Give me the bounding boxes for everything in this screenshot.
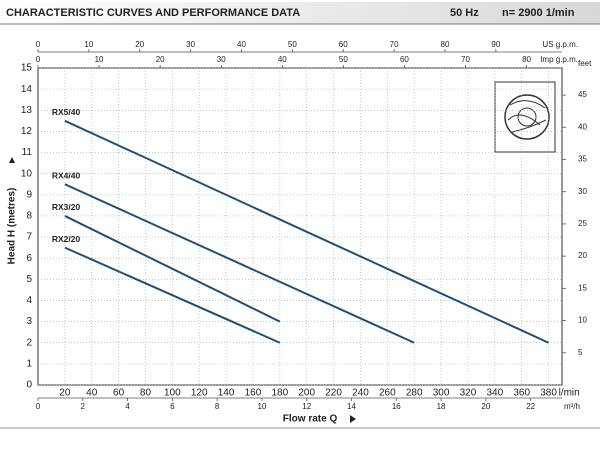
y2-tick-label: 45	[578, 90, 587, 99]
curve	[64, 246, 281, 344]
x2-tick-label: 10	[257, 402, 266, 411]
y-tick-label: 15	[21, 63, 33, 74]
chart-title: CHARACTERISTIC CURVES AND PERFORMANCE DA…	[6, 7, 300, 19]
top-tick-label: 90	[491, 40, 500, 49]
x-tick-label: 80	[140, 388, 152, 399]
top-tick-label: 30	[186, 40, 195, 49]
y2-tick-label: 35	[578, 155, 587, 164]
x-tick-label: 20	[59, 388, 71, 399]
x-unit: l/min	[559, 388, 580, 399]
x-tick-label: 260	[379, 388, 396, 399]
top-tick-label: 10	[95, 55, 104, 64]
y2-tick-label: 20	[578, 251, 587, 260]
x2-tick-label: 4	[125, 402, 130, 411]
top-axis-label: US g.p.m.	[542, 40, 578, 49]
x2-tick-label: 0	[36, 402, 41, 411]
x-tick-label: 180	[272, 388, 289, 399]
y2-tick-label: 10	[578, 316, 587, 325]
curve-label: RX3/20	[52, 202, 81, 212]
y2-tick-label: 40	[578, 122, 587, 131]
y2-axis-label: feet	[578, 59, 592, 68]
y-tick-label: 6	[26, 253, 32, 264]
y-tick-label: 1	[26, 359, 32, 370]
x-tick-label: 200	[298, 388, 315, 399]
y-tick-label: 8	[26, 211, 32, 222]
x2-tick-label: 6	[170, 402, 175, 411]
top-tick-label: 80	[522, 55, 531, 64]
top-tick-label: 50	[288, 40, 297, 49]
curve-label: RX5/40	[52, 107, 81, 117]
top-tick-label: 0	[36, 40, 41, 49]
y-tick-label: 3	[26, 316, 32, 327]
curve	[64, 215, 281, 323]
curve	[64, 119, 549, 344]
x2-tick-label: 8	[215, 402, 220, 411]
header-bar	[0, 2, 600, 24]
y-tick-label: 11	[22, 147, 33, 158]
x2-axis-label: m³/h	[564, 402, 580, 411]
x2-tick-label: 22	[526, 402, 535, 411]
x-tick-label: 240	[352, 388, 369, 399]
y-tick-label: 9	[26, 189, 32, 200]
y2-tick-label: 5	[578, 348, 583, 357]
y-tick-label: 7	[26, 232, 32, 243]
x-tick-label: 40	[86, 388, 98, 399]
x2-tick-label: 14	[347, 402, 356, 411]
top-tick-label: 50	[339, 55, 348, 64]
y-arrow	[9, 157, 15, 163]
y-tick-label: 0	[26, 380, 32, 391]
y-tick-label: 13	[21, 105, 33, 116]
top-tick-label: 40	[278, 55, 287, 64]
x-tick-label: 360	[513, 388, 530, 399]
speed: n= 2900 1/min	[502, 7, 575, 19]
y2-tick-label: 25	[578, 219, 587, 228]
y-tick-label: 14	[21, 84, 33, 95]
x-tick-label: 140	[218, 388, 235, 399]
curve	[64, 183, 415, 344]
top-tick-label: 60	[400, 55, 409, 64]
y-tick-label: 5	[26, 274, 32, 285]
top-tick-label: 10	[84, 40, 93, 49]
y2-tick-label: 15	[578, 283, 587, 292]
top-tick-label: 30	[217, 55, 226, 64]
x-tick-label: 320	[460, 388, 477, 399]
top-tick-label: 60	[339, 40, 348, 49]
x-arrow	[350, 415, 356, 423]
y-tick-label: 12	[21, 126, 33, 137]
top-tick-label: 20	[156, 55, 165, 64]
top-tick-label: 0	[36, 55, 41, 64]
x-tick-label: 340	[486, 388, 503, 399]
x-tick-label: 100	[164, 388, 181, 399]
x2-tick-label: 2	[81, 402, 86, 411]
x-tick-label: 380	[540, 388, 557, 399]
y-tick-label: 2	[26, 337, 32, 348]
y-axis-label: Head H (metres)	[7, 188, 18, 265]
x-tick-label: 120	[191, 388, 208, 399]
x2-tick-label: 16	[392, 402, 401, 411]
top-tick-label: 40	[237, 40, 246, 49]
x-axis-label: Flow rate Q	[283, 414, 338, 425]
top-axis-label: Imp g.p.m.	[540, 55, 578, 64]
y2-tick-label: 30	[578, 187, 587, 196]
y-tick-label: 4	[26, 295, 32, 306]
curve-label: RX2/20	[52, 234, 81, 244]
top-tick-label: 70	[461, 55, 470, 64]
top-tick-label: 70	[390, 40, 399, 49]
frequency: 50 Hz	[450, 7, 479, 19]
x-tick-label: 280	[406, 388, 423, 399]
x2-tick-label: 12	[302, 402, 311, 411]
x-tick-label: 160	[245, 388, 262, 399]
curve-label: RX4/40	[52, 170, 81, 180]
top-tick-label: 80	[441, 40, 450, 49]
x-tick-label: 220	[325, 388, 342, 399]
x2-tick-label: 18	[437, 402, 446, 411]
x-tick-label: 300	[433, 388, 450, 399]
x-tick-label: 60	[113, 388, 125, 399]
top-tick-label: 20	[135, 40, 144, 49]
x2-tick-label: 20	[481, 402, 490, 411]
y-tick-label: 10	[21, 168, 33, 179]
plot-frame	[37, 67, 563, 386]
impeller-icon	[494, 81, 556, 153]
